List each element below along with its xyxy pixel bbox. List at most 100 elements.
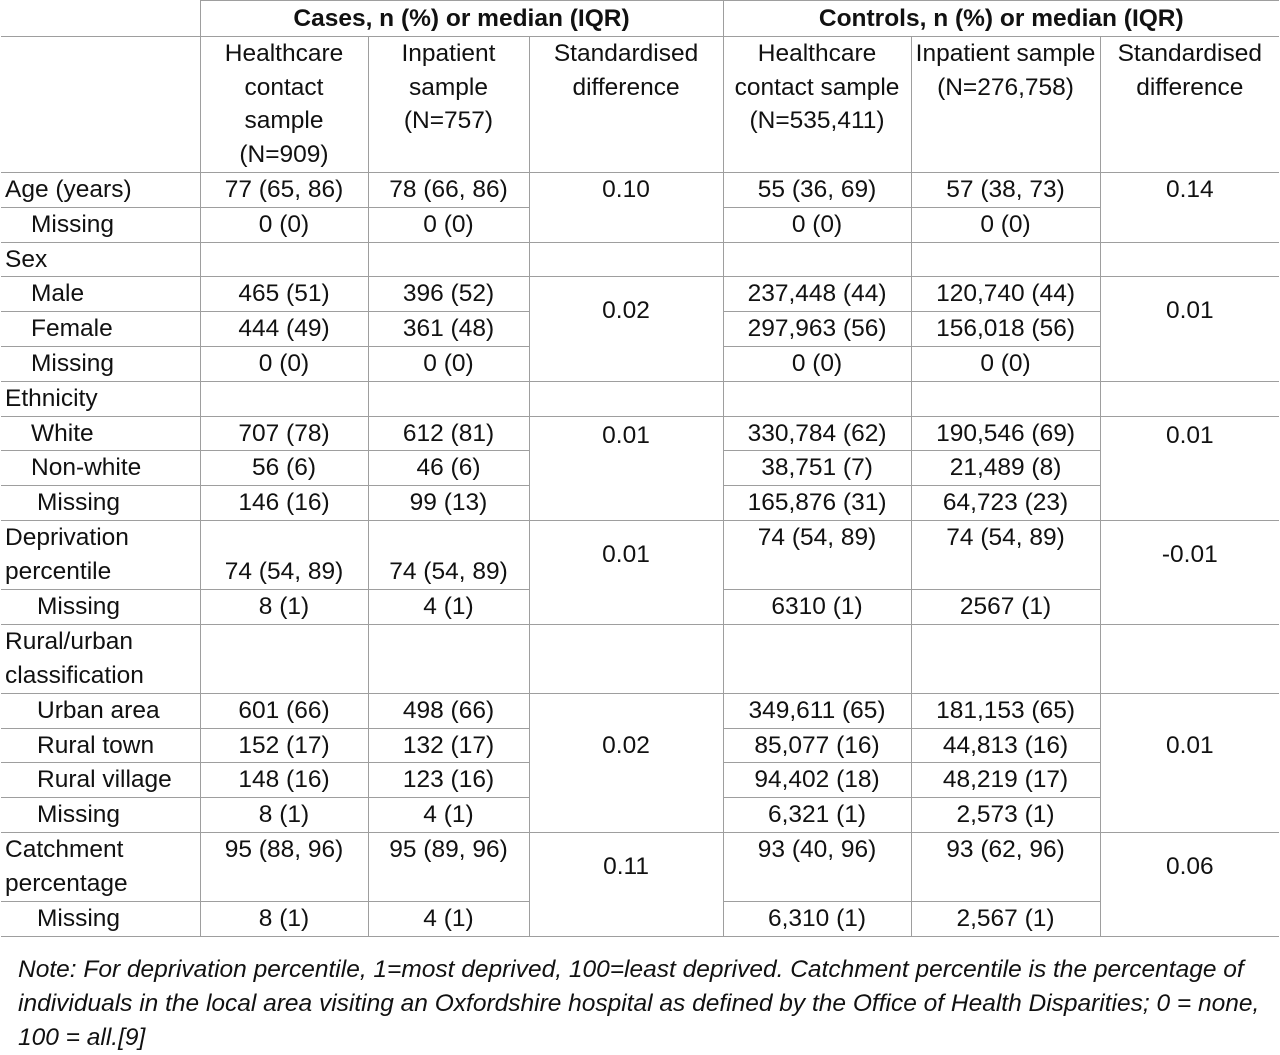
table-row: Catchment percentage 95 (88, 96) 95 (89,… [1, 831, 1280, 937]
controls-hc-value: 349,611 (65) [722, 692, 912, 729]
table-footnote: Note: For deprivation percentile, 1=most… [18, 956, 1260, 1051]
row-label: White [1, 415, 201, 452]
controls-inp-value: 2,567 (1) [910, 900, 1101, 937]
cases-hc-value: 8 (1) [199, 797, 369, 833]
sub-header-row: Healthcare contact sample (N=909) Inpati… [1, 35, 1280, 173]
cases-hc-value: 601 (66) [199, 692, 369, 729]
empty-cell [910, 241, 1101, 278]
controls-inp-value: 93 (62, 96) [910, 831, 1101, 902]
cases-std-value: 0.02 [528, 692, 724, 833]
group-header-row: Cases, n (%) or median (IQR) Controls, n… [1, 0, 1280, 37]
cases-std-value: 0.01 [528, 519, 724, 625]
controls-hc-value: 237,448 (44) [722, 276, 912, 313]
table-row: Rural/urban classification [1, 623, 1280, 694]
controls-inp-value: 2,573 (1) [910, 797, 1101, 833]
row-label: Ethnicity [1, 380, 201, 417]
controls-hc-value: 74 (54, 89) [722, 519, 912, 590]
table-row: Female 444 (49) 361 (48) 297,963 (56) 15… [1, 311, 1279, 347]
cases-inp-value: 498 (66) [367, 692, 530, 729]
empty-cell [199, 380, 369, 417]
row-label: Sex [1, 241, 201, 278]
controls-hc-value: 94,402 (18) [722, 762, 912, 799]
cases-inp-value: 95 (89, 96) [367, 831, 530, 902]
row-label: Rural village [1, 762, 201, 799]
cases-hc-value: 77 (65, 86) [199, 171, 369, 208]
empty-cell [367, 241, 530, 278]
row-label: Missing [1, 900, 201, 937]
cases-inp-value: 612 (81) [367, 415, 530, 452]
controls-inpatient-header: Inpatient sample (N=276,758) [910, 35, 1101, 173]
cases-hc-value: 95 (88, 96) [199, 831, 369, 902]
controls-group-header: Controls, n (%) or median (IQR) [722, 0, 1280, 37]
row-label: Missing [1, 588, 201, 625]
empty-cell [1099, 241, 1280, 278]
cases-hc-value: 0 (0) [199, 206, 369, 243]
empty-cell [199, 241, 369, 278]
empty-cell [367, 380, 530, 417]
controls-inp-value: 57 (38, 73) [910, 171, 1101, 208]
cases-inp-value: 4 (1) [367, 588, 530, 625]
cases-inp-value: 78 (66, 86) [367, 171, 530, 208]
empty-cell [528, 241, 724, 278]
characteristics-table: Cases, n (%) or median (IQR) Controls, n… [1, 0, 1280, 937]
empty-cell [910, 623, 1101, 694]
empty-cell [199, 623, 369, 694]
cases-group-header: Cases, n (%) or median (IQR) [199, 0, 724, 37]
controls-hc-value: 6,310 (1) [722, 900, 912, 937]
row-label: Urban area [1, 692, 201, 729]
cases-std-value: 0.11 [528, 831, 724, 937]
cases-std-value: 0.01 [528, 415, 724, 521]
empty-cell [367, 623, 530, 694]
controls-std-value: 0.01 [1099, 276, 1280, 382]
table-row: Missing 8 (1) 4 (1) 6310 (1) 2567 (1) [1, 588, 1279, 625]
cases-inp-value: 0 (0) [367, 345, 530, 382]
controls-inp-value: 74 (54, 89) [910, 519, 1101, 590]
cases-std-value: 0.10 [528, 171, 724, 243]
table-row: Deprivation percentile 74 (54, 89) 74 (5… [1, 519, 1280, 625]
empty-cell [1099, 380, 1280, 417]
controls-hc-value: 85,077 (16) [722, 727, 912, 764]
table-row: Ethnicity [1, 380, 1280, 417]
row-label: Male [1, 276, 201, 313]
row-label: Rural town [1, 727, 201, 764]
controls-inp-value: 181,153 (65) [910, 692, 1101, 729]
row-label: Missing [1, 345, 201, 382]
cases-inp-value: 396 (52) [367, 276, 530, 313]
cases-inp-value: 361 (48) [367, 311, 530, 347]
cases-std-value: 0.02 [528, 276, 724, 382]
cases-inpatient-header: Inpatient sample (N=757) [367, 35, 530, 173]
header-corner-cell [1, 0, 201, 37]
row-label: Female [1, 311, 201, 347]
empty-cell [722, 623, 912, 694]
cases-hc-value: 707 (78) [199, 415, 369, 452]
controls-hc-value: 6,321 (1) [722, 797, 912, 833]
controls-inp-value: 64,723 (23) [910, 485, 1101, 521]
empty-cell [910, 380, 1101, 417]
cases-inp-value: 0 (0) [367, 206, 530, 243]
empty-cell [722, 241, 912, 278]
controls-inp-value: 48,219 (17) [910, 762, 1101, 799]
controls-inp-value: 0 (0) [910, 206, 1101, 243]
controls-inp-value: 44,813 (16) [910, 727, 1101, 764]
row-label: Missing [1, 485, 201, 521]
controls-inp-value: 0 (0) [910, 345, 1101, 382]
table-row: Urban area 601 (66) 498 (66) 0.02 349,61… [1, 692, 1280, 833]
subheader-corner-cell [1, 35, 201, 173]
cases-inp-value: 132 (17) [367, 727, 530, 764]
cases-hc-value: 444 (49) [199, 311, 369, 347]
controls-std-value: -0.01 [1099, 519, 1280, 625]
table-row: Non-white 56 (6) 46 (6) 38,751 (7) 21,48… [1, 450, 1279, 487]
controls-inp-value: 2567 (1) [910, 588, 1101, 625]
row-label: Non-white [1, 450, 201, 487]
cases-std-diff-header: Standardised difference [528, 35, 724, 173]
cases-healthcare-contact-header: Healthcare contact sample (N=909) [199, 35, 369, 173]
table-row: Missing 0 (0) 0 (0) 0 (0) 0 (0) [1, 345, 1279, 382]
table-row: Sex [1, 241, 1280, 278]
table-row: White 707 (78) 612 (81) 0.01 330,784 (62… [1, 415, 1280, 521]
table-row: Missing 146 (16) 99 (13) 165,876 (31) 64… [1, 485, 1279, 521]
controls-hc-value: 93 (40, 96) [722, 831, 912, 902]
table-row: Rural village 148 (16) 123 (16) 94,402 (… [1, 762, 1279, 799]
controls-inp-value: 120,740 (44) [910, 276, 1101, 313]
controls-inp-value: 21,489 (8) [910, 450, 1101, 487]
